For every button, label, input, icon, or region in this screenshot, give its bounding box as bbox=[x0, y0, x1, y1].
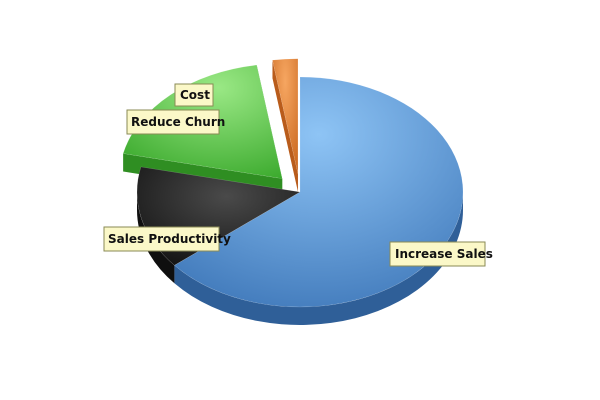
label-reduce-churn: Reduce Churn bbox=[126, 109, 225, 135]
label-increase-sales: Increase Sales bbox=[389, 241, 493, 267]
label-cost: Cost bbox=[174, 83, 214, 107]
label-cost-text: Cost bbox=[180, 88, 210, 102]
pie-slice-inner-wall bbox=[272, 60, 298, 192]
label-sales-productivity-text: Sales Productivity bbox=[108, 232, 231, 246]
pie-slice-side bbox=[174, 192, 463, 325]
pie-slice-cost[interactable] bbox=[272, 58, 299, 174]
label-increase-sales-text: Increase Sales bbox=[395, 247, 493, 261]
pie-slice-side bbox=[137, 192, 175, 284]
label-sales-productivity: Sales Productivity bbox=[103, 226, 231, 252]
label-reduce-churn-text: Reduce Churn bbox=[131, 115, 225, 129]
